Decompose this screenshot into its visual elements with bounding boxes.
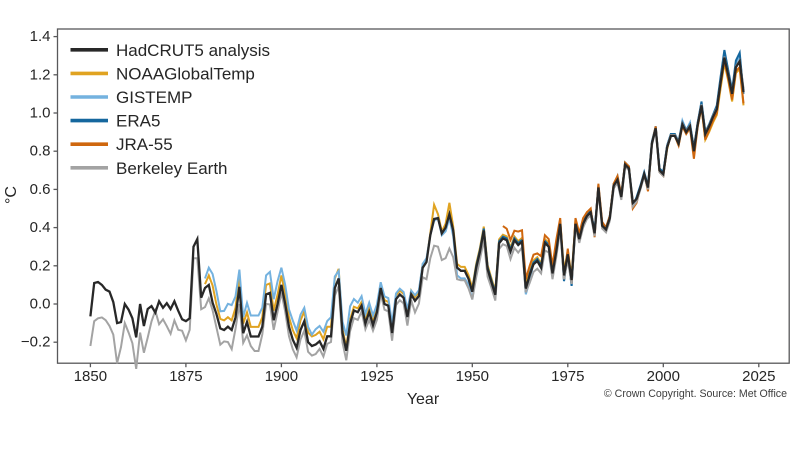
svg-text:NOAAGlobalTemp: NOAAGlobalTemp: [116, 64, 255, 83]
svg-text:°C: °C: [3, 186, 20, 204]
svg-text:2000: 2000: [647, 368, 680, 385]
svg-text:0.2: 0.2: [30, 257, 51, 274]
svg-text:© Crown Copyright. Source: Met: © Crown Copyright. Source: Met Office: [604, 388, 787, 400]
svg-text:1.0: 1.0: [30, 105, 51, 122]
svg-text:1.4: 1.4: [30, 28, 51, 45]
svg-text:0.8: 0.8: [30, 143, 51, 160]
svg-text:1.2: 1.2: [30, 66, 51, 83]
svg-text:1975: 1975: [551, 368, 584, 385]
svg-text:2025: 2025: [742, 368, 775, 385]
svg-text:1925: 1925: [360, 368, 393, 385]
svg-text:1950: 1950: [456, 368, 489, 385]
svg-text:Year: Year: [407, 391, 440, 408]
svg-text:ERA5: ERA5: [116, 112, 160, 131]
svg-text:GISTEMP: GISTEMP: [116, 88, 193, 107]
svg-text:1875: 1875: [169, 368, 202, 385]
svg-text:1850: 1850: [74, 368, 107, 385]
svg-text:HadCRUT5 analysis: HadCRUT5 analysis: [116, 41, 270, 60]
svg-text:1900: 1900: [265, 368, 298, 385]
svg-text:0.4: 0.4: [30, 219, 51, 236]
svg-text:Berkeley Earth: Berkeley Earth: [116, 159, 228, 178]
svg-text:JRA-55: JRA-55: [116, 135, 173, 154]
svg-text:−0.2: −0.2: [21, 334, 51, 351]
svg-text:0.0: 0.0: [30, 296, 51, 313]
svg-text:0.6: 0.6: [30, 181, 51, 198]
